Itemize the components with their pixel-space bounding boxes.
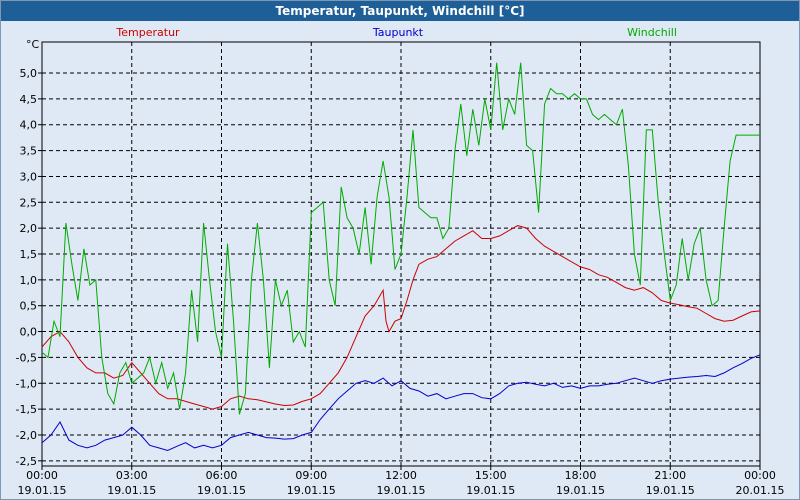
- y-tick-label: 4,5: [20, 93, 38, 106]
- y-tick-label: 3,5: [20, 145, 38, 158]
- x-tick-time: 06:00: [206, 469, 238, 482]
- x-axis: 00:00 19.01.15 03:00 19.01.15 06:00 19.01.15 0…: [18, 466, 785, 497]
- y-tick-label: -1,5: [16, 403, 37, 416]
- y-tick-label: -2,0: [16, 429, 37, 442]
- legend: Temperatur Taupunkt Windchill: [115, 26, 677, 39]
- y-tick-label: 3,0: [20, 170, 38, 183]
- y-tick-label: -0,5: [16, 351, 37, 364]
- x-tick-time: 15:00: [475, 469, 507, 482]
- y-unit-label: °C: [26, 38, 40, 51]
- x-tick-date: 19.01.15: [107, 484, 156, 497]
- x-tick-date: 19.01.15: [556, 484, 605, 497]
- legend-windchill: Windchill: [627, 26, 677, 39]
- x-tick-time: 03:00: [116, 469, 148, 482]
- y-tick-label: -2,5: [16, 455, 37, 468]
- y-tick-label: 0,0: [20, 326, 38, 339]
- y-tick-label: 4,0: [20, 119, 38, 132]
- y-tick-label: -1,0: [16, 377, 37, 390]
- y-tick-label: 1,0: [20, 274, 38, 287]
- grid: [42, 42, 760, 466]
- x-tick-date: 19.01.15: [466, 484, 515, 497]
- x-tick-time: 18:00: [565, 469, 597, 482]
- series-layer: [41, 62, 761, 452]
- y-tick-label: 1,5: [20, 248, 38, 261]
- x-tick-time: 09:00: [295, 469, 327, 482]
- x-tick-time: 00:00: [26, 469, 58, 482]
- series-line-temperatur: [41, 225, 761, 410]
- series-line-windchill: [41, 62, 760, 415]
- x-tick-time: 00:00: [744, 469, 776, 482]
- y-tick-label: 0,5: [20, 300, 38, 313]
- series-line-taupunkt: [41, 354, 761, 452]
- y-tick-label: 2,0: [20, 222, 38, 235]
- y-tick-label: 5,0: [20, 67, 38, 80]
- chart-title: Temperatur, Taupunkt, Windchill [°C]: [1, 1, 799, 21]
- y-axis: 5,0 4,5 4,0 3,5 3,0 2,5 2,0 1,5 1,0 0,5 0,0 -0,5 -1,…: [16, 67, 42, 468]
- y-tick-label: 2,5: [20, 196, 38, 209]
- x-tick-date: 19.01.15: [18, 484, 67, 497]
- x-tick-time: 21:00: [654, 469, 686, 482]
- legend-taupunkt: Taupunkt: [372, 26, 424, 39]
- x-tick-date: 19.01.15: [646, 484, 695, 497]
- x-tick-date: 19.01.15: [197, 484, 246, 497]
- x-tick-date: 19.01.15: [287, 484, 336, 497]
- legend-temperatur: Temperatur: [115, 26, 180, 39]
- x-tick-date: 19.01.15: [377, 484, 426, 497]
- x-tick-date: 20.01.15: [736, 484, 785, 497]
- x-tick-time: 12:00: [385, 469, 417, 482]
